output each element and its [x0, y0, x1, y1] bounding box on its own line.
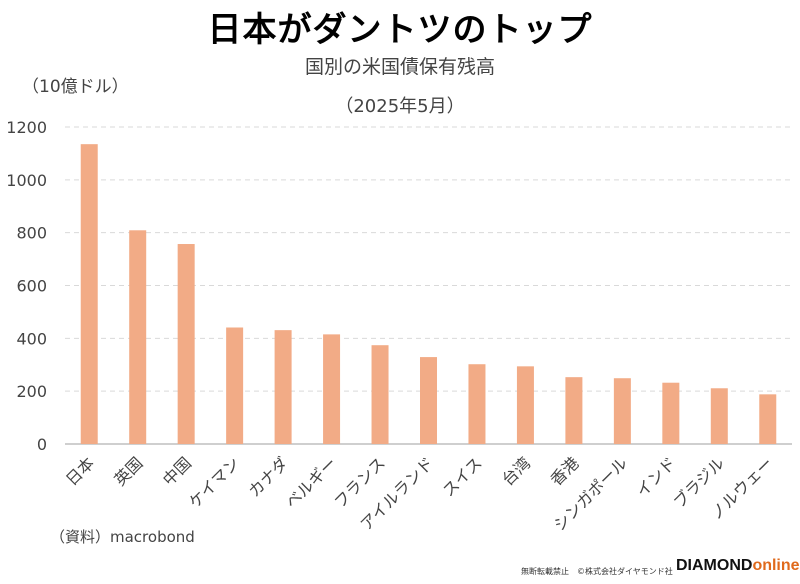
- x-tick-label: 中国: [159, 453, 195, 489]
- brand-main: DIAMOND: [676, 557, 753, 574]
- x-tick-label: ケイマン: [185, 453, 243, 511]
- bar: [759, 394, 777, 444]
- x-tick-label: 台湾: [498, 453, 534, 489]
- bar: [129, 230, 147, 444]
- copyright-note: 無断転載禁止 ©株式会社ダイヤモンド社: [521, 567, 673, 576]
- x-tick-label: 英国: [110, 453, 146, 489]
- y-tick-label: 1000: [6, 171, 47, 190]
- bar: [710, 388, 728, 444]
- x-tick-label: カナダ: [245, 453, 292, 500]
- bar: [323, 334, 341, 444]
- y-tick-label: 1200: [6, 118, 47, 137]
- y-tick-label: 200: [16, 382, 47, 401]
- bar: [420, 357, 437, 444]
- y-tick-label: 0: [37, 435, 47, 454]
- y-tick-label: 800: [16, 224, 47, 243]
- x-tick-label: 日本: [62, 453, 98, 489]
- bar: [468, 364, 486, 444]
- y-axis-unit: （10億ドル）: [22, 77, 129, 97]
- bar: [177, 244, 195, 444]
- bar: [565, 377, 583, 444]
- x-tick-label: インド: [632, 453, 679, 500]
- chart-title: 日本がダントツのトップ: [207, 10, 593, 50]
- bar: [226, 327, 244, 444]
- bar: [274, 330, 292, 444]
- bar: [613, 378, 631, 444]
- bar: [80, 144, 98, 444]
- bar: [371, 345, 389, 444]
- x-tick-label: スイス: [439, 453, 486, 500]
- source-note: （資料）macrobond: [50, 528, 195, 546]
- chart-date: （2025年5月）: [335, 96, 465, 117]
- brand-logo: DIAMONDonline: [676, 557, 800, 575]
- y-tick-label: 600: [16, 277, 47, 296]
- x-tick-label: 香港: [547, 453, 583, 489]
- y-tick-label: 400: [16, 329, 47, 348]
- chart-subtitle: 国別の米国債保有残高: [304, 56, 495, 78]
- bar: [516, 366, 534, 444]
- bar: [662, 382, 680, 444]
- brand-sub: online: [752, 557, 800, 574]
- x-tick-label: ベルギー: [282, 453, 341, 512]
